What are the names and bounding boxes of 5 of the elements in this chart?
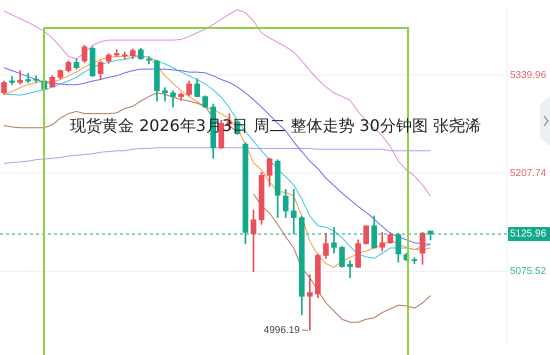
- annotation: 4996.19: [264, 325, 300, 336]
- ref-line-label: 5125.96: [510, 228, 547, 240]
- y-tick-label: 5339.96: [510, 70, 547, 81]
- y-tick-label: 5207.74: [510, 168, 547, 179]
- y-tick-label: 5075.52: [510, 266, 547, 278]
